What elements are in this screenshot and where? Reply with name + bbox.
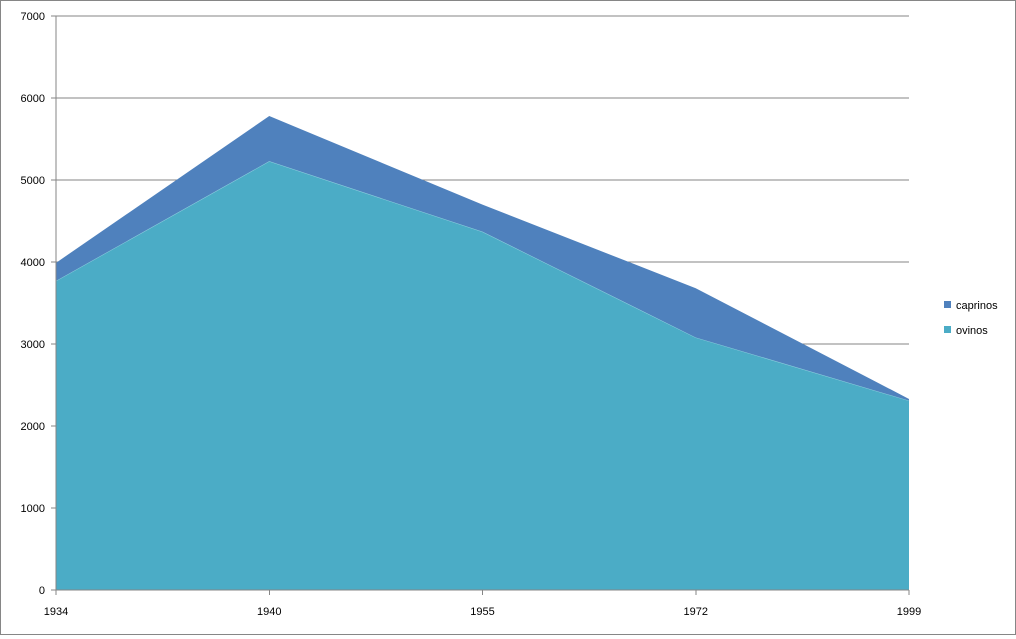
x-tick-label: 1934 xyxy=(44,606,68,618)
legend-swatch-ovinos xyxy=(944,326,951,333)
area-ovinos xyxy=(56,161,909,590)
area-caprinos xyxy=(56,116,909,401)
y-tick-labels: 0 1000 2000 3000 4000 5000 6000 7000 xyxy=(21,11,45,597)
y-tick-label: 2000 xyxy=(21,421,45,433)
y-tick-label: 4000 xyxy=(21,257,45,269)
y-tick-label: 3000 xyxy=(21,339,45,351)
legend-swatch-caprinos xyxy=(944,301,951,308)
legend: caprinos ovinos xyxy=(944,300,998,337)
x-tick-label: 1955 xyxy=(470,606,494,618)
y-tick-label: 1000 xyxy=(21,503,45,515)
series-areas xyxy=(55,116,910,590)
x-tick-label: 1940 xyxy=(257,606,281,618)
x-tick-label: 1972 xyxy=(684,606,708,618)
x-tick-label: 1999 xyxy=(897,606,921,618)
axes xyxy=(51,15,910,595)
x-tick-labels: 1934 1940 1955 1972 1999 xyxy=(44,606,921,618)
y-tick-label: 7000 xyxy=(21,11,45,23)
y-tick-label: 6000 xyxy=(21,93,45,105)
y-tick-label: 5000 xyxy=(21,175,45,187)
y-tick-label: 0 xyxy=(39,585,45,597)
legend-label-caprinos: caprinos xyxy=(956,300,998,312)
legend-label-ovinos: ovinos xyxy=(956,325,988,337)
